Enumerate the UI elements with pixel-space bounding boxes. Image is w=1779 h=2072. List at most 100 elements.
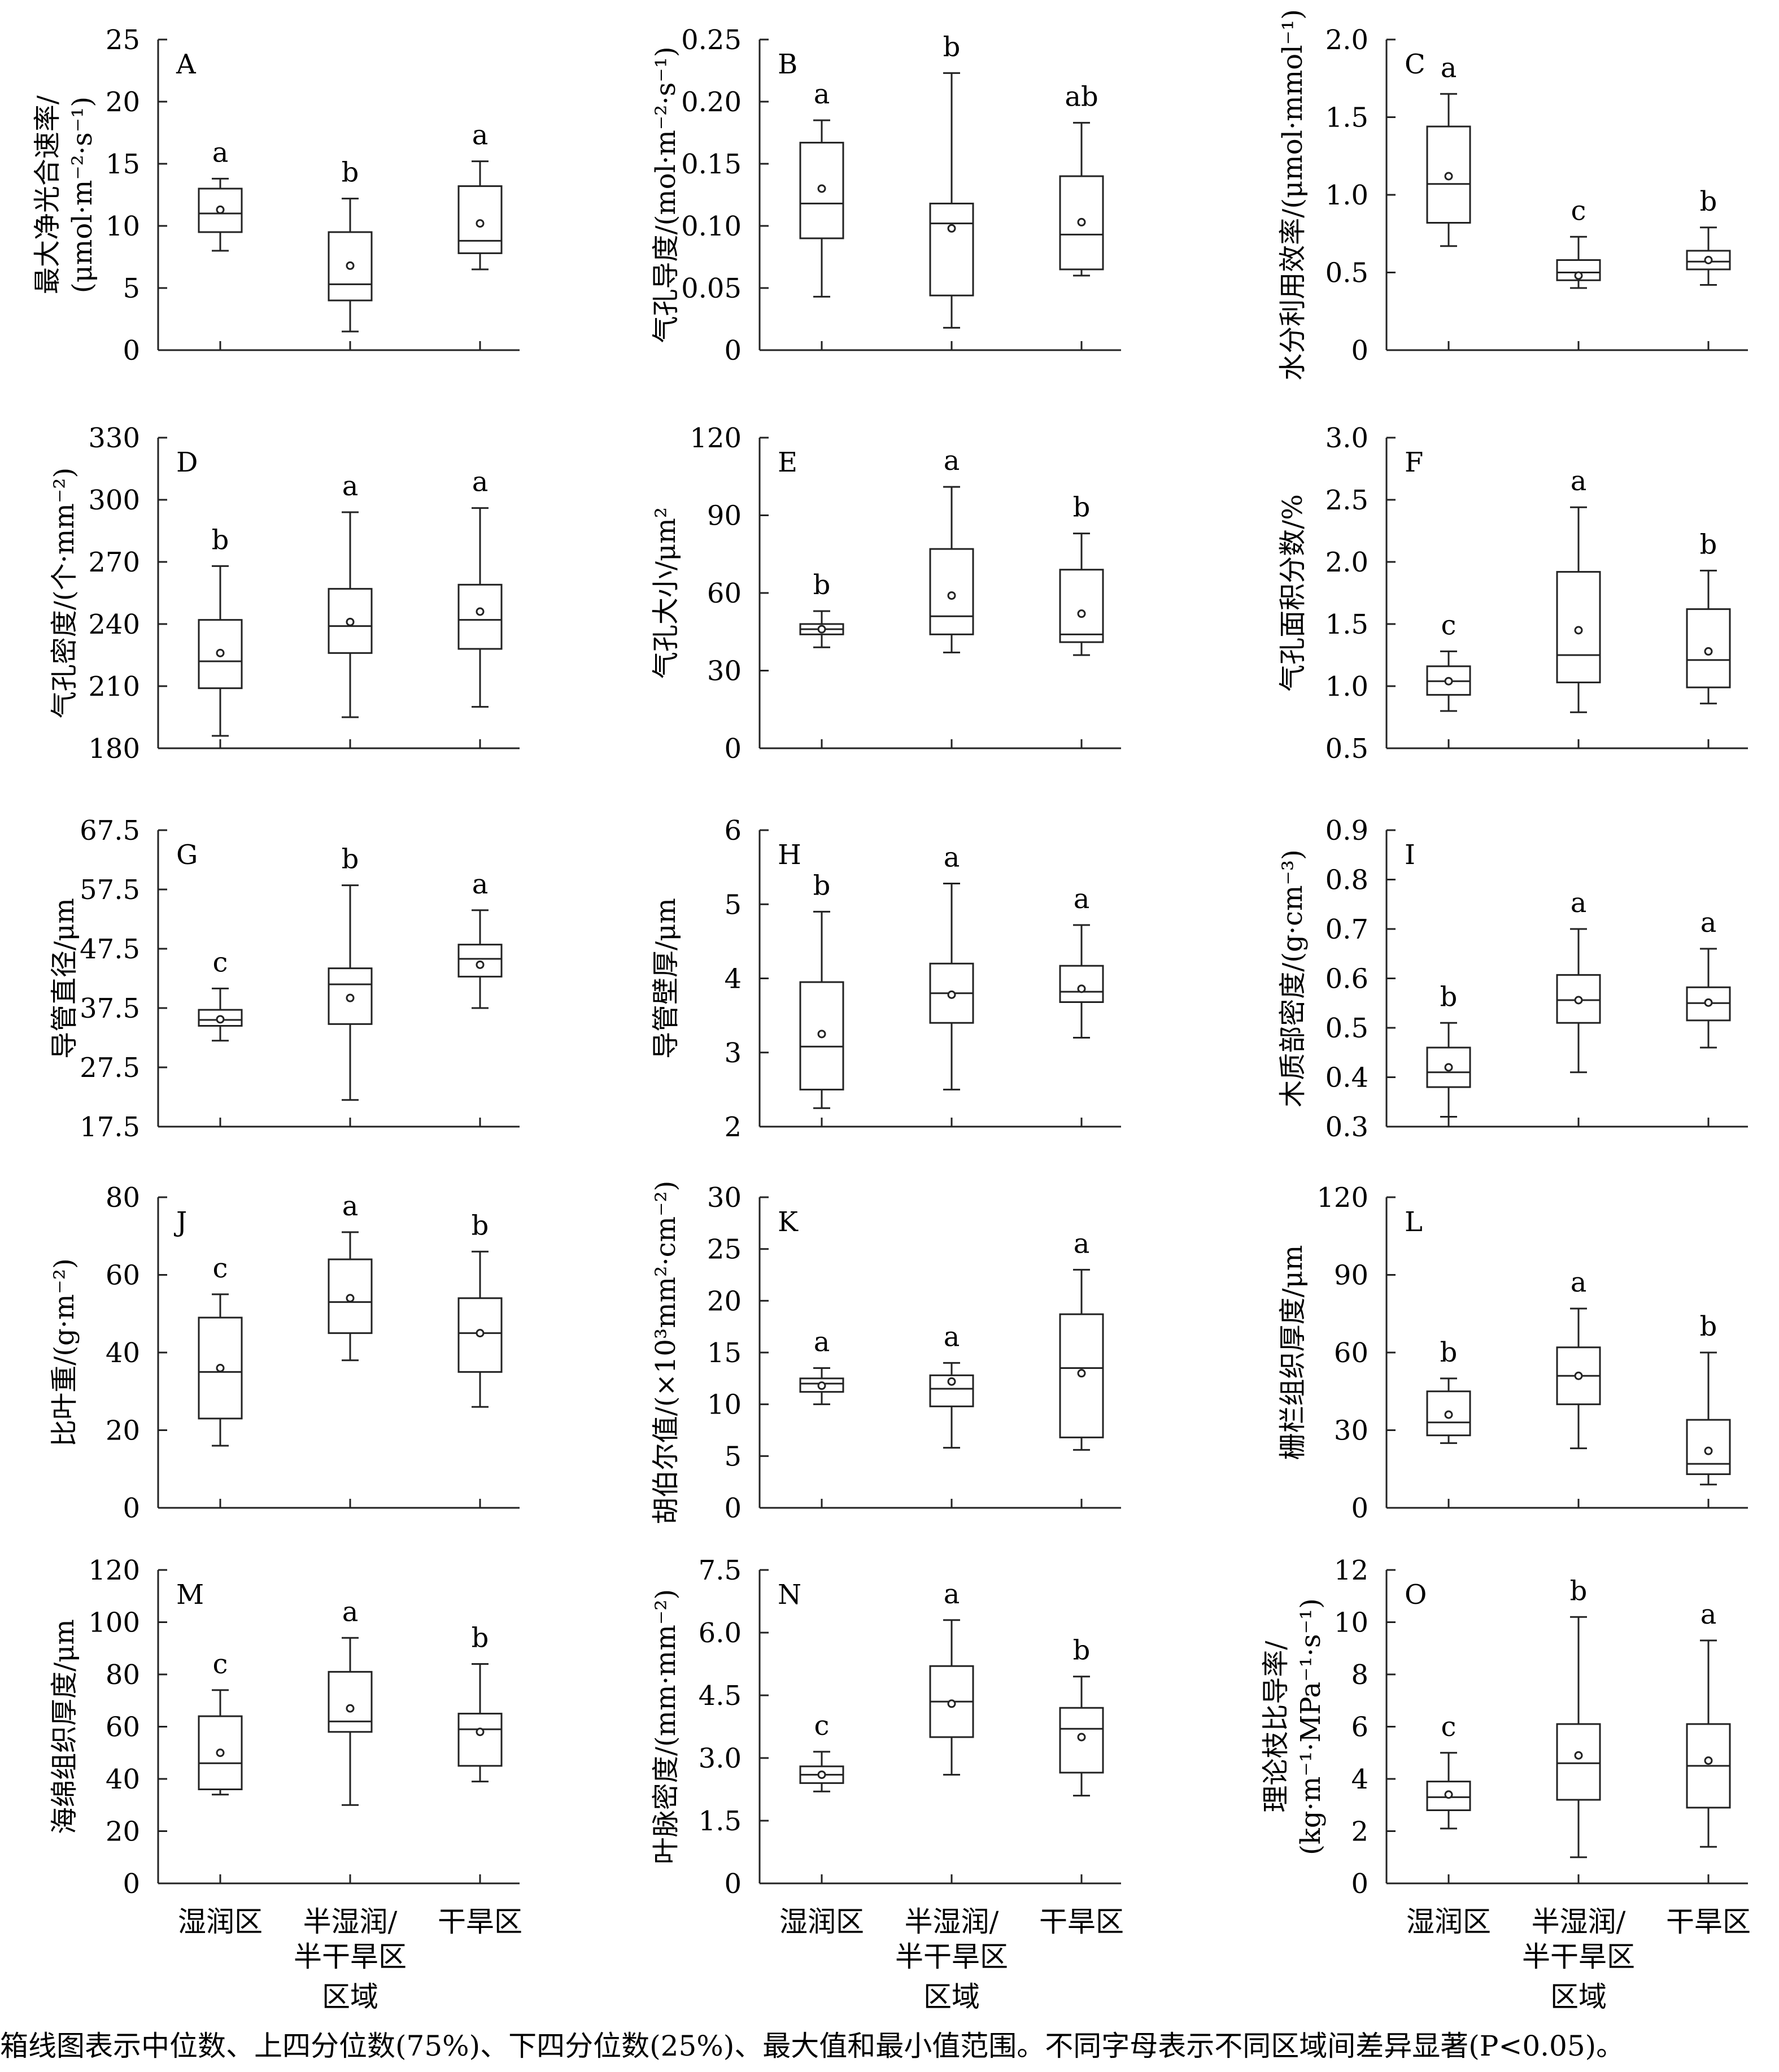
panel-m-x-category-label: 湿润区 [178, 1905, 263, 1938]
panel-n-cat2-significance-label: a [944, 1578, 960, 1610]
panel-m-cat3-box [457, 1712, 503, 1767]
panel-k-cat3-significance-label: a [1074, 1228, 1090, 1259]
panel-f-y-tick-label: 2.5 [1325, 485, 1368, 516]
panel-l-cat1-significance-label: b [1440, 1337, 1458, 1368]
panel-j-cat3-box [457, 1297, 503, 1373]
panel-g-y-tick-label: 57.5 [80, 874, 140, 906]
panel-h-y-tick-label: 4 [724, 963, 742, 995]
panel-n-y-tick-label: 7.5 [699, 1555, 742, 1586]
panel-e-cat2-significance-label: a [944, 445, 960, 477]
panel-d-y-tick-label: 180 [88, 733, 140, 765]
panel-m-x-axis-title: 区域 [322, 1981, 378, 2013]
panel-b-y-tick-label: 0.15 [681, 149, 742, 180]
panel-j-cat2-mean-marker [346, 1294, 355, 1303]
panel-n-letter: N [778, 1579, 801, 1611]
panel-k-y-tick-label: 15 [707, 1337, 742, 1369]
panel-b-y-axis-label: 气孔导度/(mol·m⁻²·s⁻¹) [650, 46, 682, 343]
panel-b-cat1-significance-label: a [814, 78, 830, 110]
panel-a-cat1-significance-label: a [212, 137, 229, 168]
panel-c-cat1-significance-label: a [1441, 52, 1457, 84]
panel-l-y-tick-label: 0 [1351, 1493, 1368, 1524]
panel-e-y-tick-label: 30 [707, 656, 742, 687]
panel-i-y-tick-label: 0.5 [1325, 1013, 1368, 1044]
panel-i-letter: I [1405, 839, 1415, 871]
panel-o-x-category-label: 半干旱区 [1522, 1940, 1635, 1973]
panel-o-cat2-significance-label: b [1570, 1575, 1588, 1607]
panel-i-cat1-significance-label: b [1440, 981, 1458, 1013]
panel-k-y-axis-label: 胡伯尔值/(×10³mm²·cm⁻²) [650, 1181, 682, 1525]
panel-o-cat1-mean-marker [1444, 1790, 1453, 1799]
panel-e-letter: E [778, 447, 797, 478]
panel-m-y-axis-label: 海绵组织厚度/μm [49, 1619, 80, 1834]
panel-k-y-tick-label: 30 [707, 1182, 742, 1214]
panel-c-cat3-box [1686, 250, 1731, 271]
panel-m-y-tick-label: 60 [106, 1712, 140, 1743]
panel-g-cat2-mean-marker [346, 993, 355, 1002]
panel-i-y-tick-label: 0.3 [1325, 1111, 1368, 1143]
panel-m-cat1-significance-label: c [213, 1648, 228, 1680]
panel-b-y-tick-label: 0 [724, 335, 742, 367]
panel-n-cat3-significance-label: b [1073, 1635, 1091, 1667]
panel-m-cat2-box [328, 1670, 373, 1733]
panel-k-y-tick-label: 10 [707, 1389, 742, 1421]
panel-k-y-tick-label: 20 [707, 1285, 742, 1317]
panel-e-cat1-significance-label: b [813, 569, 831, 601]
panel-f-y-axis-label: 气孔面积分数/% [1277, 494, 1309, 692]
panel-o-x-category-label: 湿润区 [1406, 1905, 1491, 1938]
panel-e-y-tick-label: 0 [724, 733, 742, 765]
panel-k-cat2-mean-marker [947, 1377, 956, 1386]
panel-n-y-tick-label: 3.0 [699, 1743, 742, 1774]
panel-h-letter: H [778, 839, 801, 871]
panel-k-cat3-mean-marker [1077, 1369, 1086, 1378]
panel-h-y-tick-label: 3 [724, 1037, 742, 1069]
panel-n-cat1-significance-label: c [814, 1710, 830, 1742]
panel-a-y-axis-label: 最大净光合速率/ [32, 95, 63, 294]
panel-m-cat2-significance-label: a [342, 1596, 359, 1628]
panel-m-y-tick-label: 20 [106, 1816, 140, 1848]
panel-i-cat3-significance-label: a [1700, 907, 1717, 939]
panel-b-y-tick-label: 0.25 [681, 24, 742, 56]
panel-o-letter: O [1405, 1579, 1427, 1611]
panel-o-y-tick-label: 8 [1351, 1659, 1368, 1691]
panel-f-y-tick-label: 1.5 [1325, 609, 1368, 640]
panel-o-y-tick-label: 4 [1351, 1764, 1368, 1795]
panel-g-y-axis-label: 导管直径/μm [49, 898, 80, 1059]
panel-i-y-tick-label: 0.6 [1325, 963, 1368, 995]
panel-j-y-tick-label: 60 [106, 1260, 140, 1292]
panel-e-cat1-mean-marker [817, 625, 826, 634]
panel-g-y-tick-label: 37.5 [80, 993, 140, 1024]
panel-m-y-tick-label: 80 [106, 1659, 140, 1691]
panel-m-y-tick-label: 0 [123, 1868, 140, 1900]
panel-d-cat1-mean-marker [216, 648, 225, 657]
panel-i-y-tick-label: 0.7 [1325, 914, 1368, 945]
panel-n-y-tick-label: 6.0 [699, 1617, 742, 1649]
panel-m-cat3-significance-label: b [472, 1622, 489, 1654]
panel-n-cat2-mean-marker [947, 1699, 956, 1708]
panel-j-y-tick-label: 80 [106, 1182, 140, 1214]
panel-l-cat3-mean-marker [1704, 1446, 1713, 1455]
panel-m-cat1-mean-marker [216, 1748, 225, 1757]
panel-f-y-tick-label: 2.0 [1325, 547, 1368, 578]
panel-m-cat3-mean-marker [476, 1728, 485, 1737]
panel-f-cat3-mean-marker [1704, 647, 1713, 656]
panel-e-cat3-box [1059, 569, 1104, 643]
panel-a-cat3-mean-marker [476, 219, 485, 228]
panel-e-y-axis-label: 气孔大小/μm² [650, 507, 682, 679]
panel-l-y-tick-label: 90 [1334, 1260, 1368, 1292]
panel-m-cat2-mean-marker [346, 1704, 355, 1713]
panel-i-cat1-mean-marker [1444, 1063, 1453, 1072]
panel-a-cat2-mean-marker [346, 261, 355, 270]
panel-i-cat2-mean-marker [1574, 996, 1583, 1005]
panel-h-cat2-mean-marker [947, 990, 956, 999]
panel-n-y-tick-label: 1.5 [699, 1805, 742, 1837]
panel-l-y-tick-label: 30 [1334, 1415, 1368, 1447]
panel-a-y-tick-label: 5 [123, 273, 140, 304]
panel-n-x-category-label: 干旱区 [1039, 1905, 1124, 1938]
panel-m-y-tick-label: 120 [88, 1555, 140, 1586]
panel-f-y-tick-label: 0.5 [1325, 733, 1368, 765]
panel-i-y-tick-label: 0.8 [1325, 865, 1368, 896]
panel-n-y-axis-label: 叶脉密度/(mm·mm⁻²) [650, 1589, 682, 1865]
panel-l-y-tick-label: 60 [1334, 1337, 1368, 1369]
panel-k-y-tick-label: 0 [724, 1493, 742, 1524]
panel-f-letter: F [1405, 447, 1423, 478]
